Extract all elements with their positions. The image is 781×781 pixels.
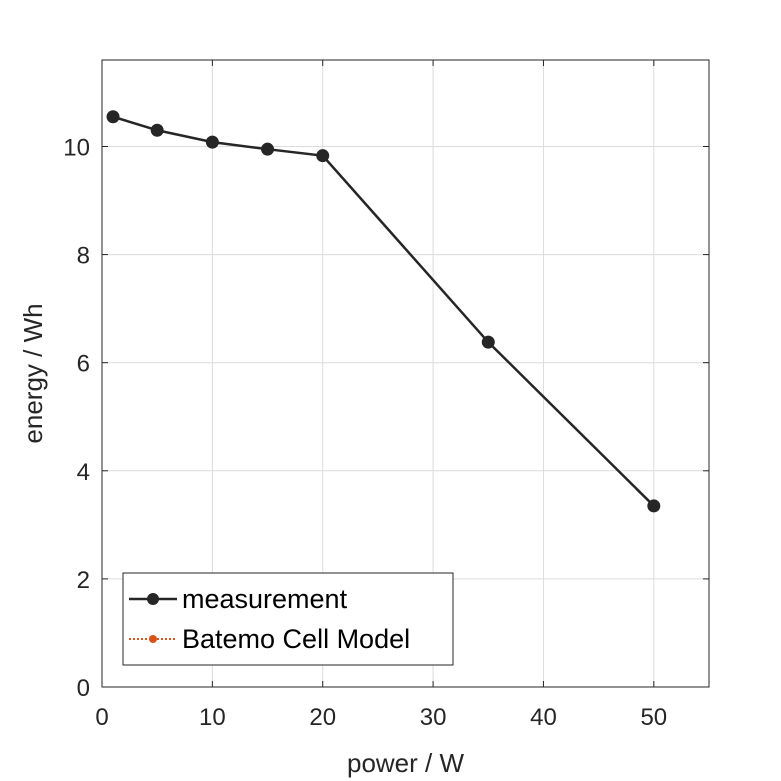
- legend-item: measurement: [129, 584, 348, 614]
- legend-label: measurement: [182, 584, 348, 614]
- plot-area: [101, 59, 710, 688]
- data-point: [150, 123, 164, 137]
- x-axis-label: power / W: [347, 748, 464, 778]
- y-axis-label: energy / Wh: [18, 303, 48, 443]
- x-tick-label: 50: [640, 704, 667, 731]
- y-tick-label: 10: [63, 134, 90, 161]
- x-tick-label: 10: [199, 704, 226, 731]
- legend-item: Batemo Cell Model: [129, 624, 410, 654]
- legend-label: Batemo Cell Model: [182, 624, 410, 654]
- data-point: [481, 335, 495, 349]
- legend: measurement Batemo Cell Model: [122, 572, 454, 666]
- legend-marker: [147, 593, 159, 605]
- series-layer: [106, 110, 661, 513]
- data-point: [106, 110, 120, 124]
- series-0: [106, 110, 661, 513]
- legend-box: [122, 572, 454, 666]
- axis-ticks: 0 10 20 30 40 50 0 2 4 6 8 10: [63, 60, 709, 731]
- y-tick-label: 4: [77, 459, 90, 486]
- x-tick-label: 0: [95, 704, 108, 731]
- y-tick-label: 2: [77, 567, 90, 594]
- x-tick-label: 40: [530, 704, 557, 731]
- x-tick-label: 20: [309, 704, 336, 731]
- data-point: [316, 149, 330, 163]
- y-tick-label: 0: [77, 675, 90, 702]
- data-point: [205, 135, 219, 149]
- data-point: [647, 499, 661, 513]
- y-tick-label: 8: [77, 243, 90, 270]
- y-tick-label: 6: [77, 351, 90, 378]
- data-point: [261, 142, 275, 156]
- x-tick-label: 30: [420, 704, 447, 731]
- legend-marker: [149, 635, 157, 643]
